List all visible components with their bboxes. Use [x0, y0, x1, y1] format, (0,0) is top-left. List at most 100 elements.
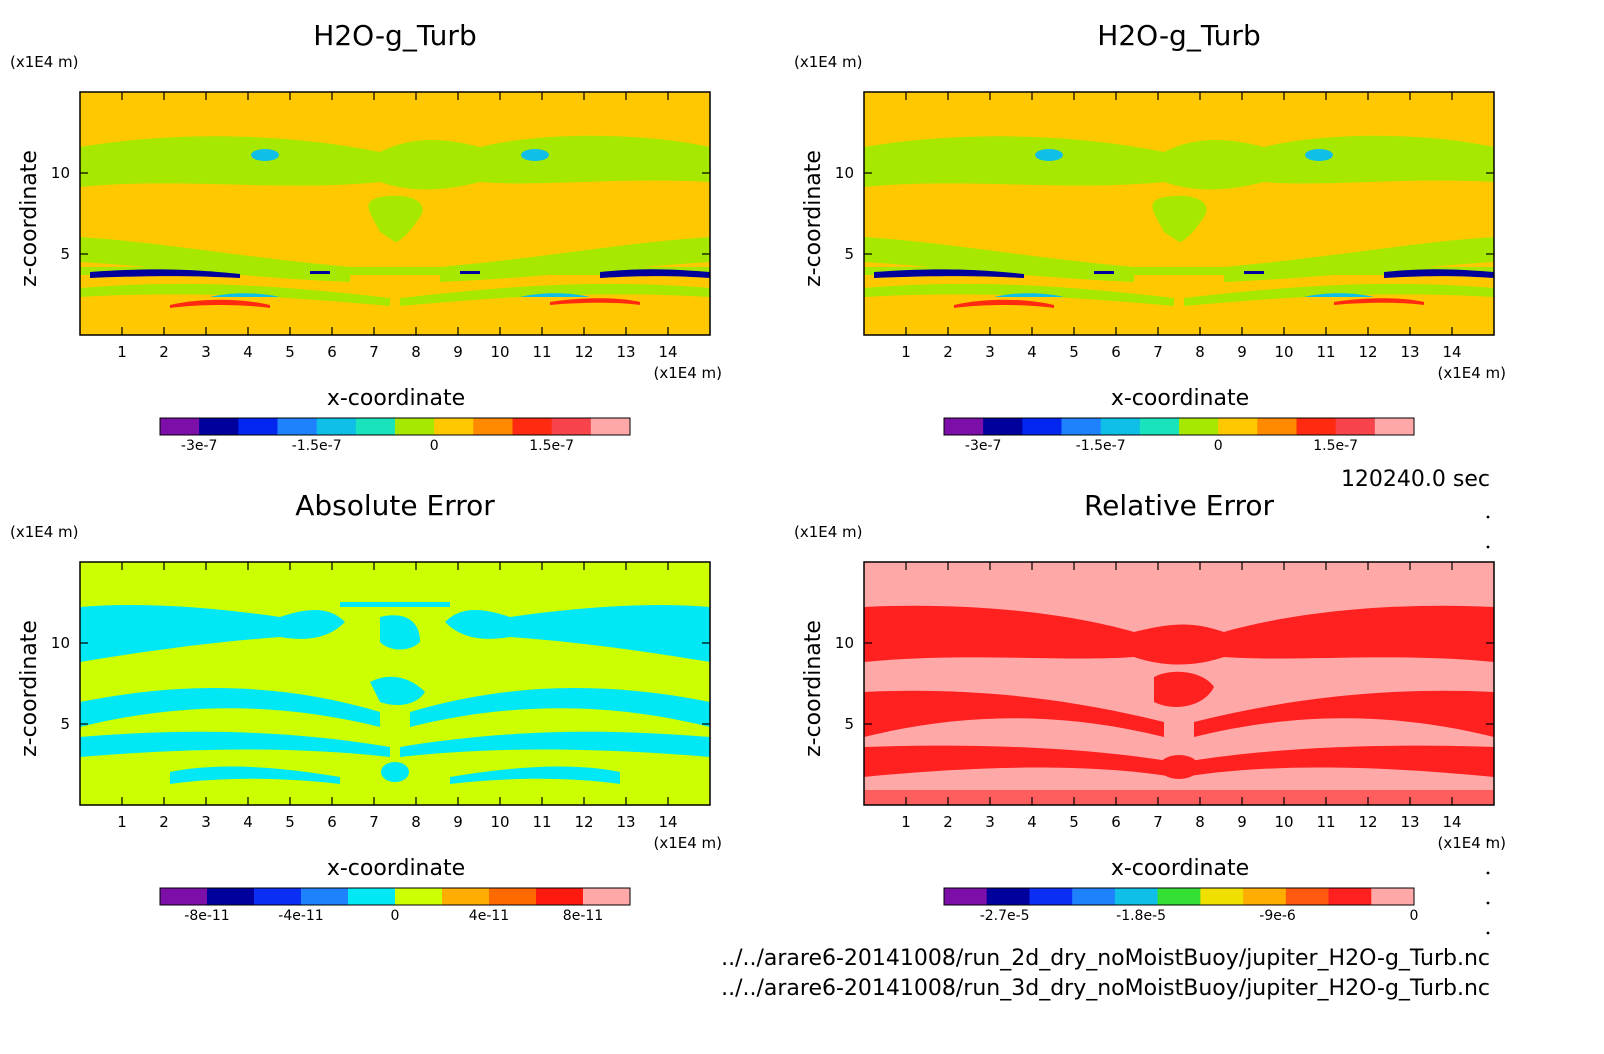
contour-blob	[1154, 671, 1214, 707]
x-tick-label: 7	[369, 343, 379, 361]
colorbar-tick-label: -3e-7	[181, 438, 218, 454]
colorbar-tick-label: 4e-11	[469, 908, 509, 924]
y-tick-label: 10	[51, 164, 70, 182]
file-path-line: ../../arare6-20141008/run_3d_dry_noMoist…	[721, 976, 1490, 1001]
x-tick-label: 11	[1316, 343, 1335, 361]
chart-title: Relative Error	[1084, 489, 1275, 522]
x-tick-label: 13	[1400, 343, 1419, 361]
contour-band	[1334, 298, 1424, 305]
colorbar-segment	[489, 888, 537, 905]
colorbar-segment	[238, 418, 278, 435]
contour-band	[1244, 271, 1264, 274]
x-axis-unit: (x1E4 m)	[1437, 834, 1506, 852]
contour-band	[80, 605, 345, 662]
colorbar-tick-label: 1.5e-7	[1313, 438, 1358, 454]
plot-frame	[863, 561, 1495, 806]
x-tick-label: 7	[1153, 343, 1163, 361]
x-axis-unit: (x1E4 m)	[653, 834, 722, 852]
x-tick-label: 9	[1237, 343, 1247, 361]
colorbar-segment	[395, 418, 435, 435]
y-tick-label: 5	[844, 715, 854, 733]
colorbar-tick-label: -3e-7	[965, 438, 1002, 454]
contour-blob	[370, 676, 425, 705]
contour-blob	[380, 615, 420, 650]
plot-area	[80, 562, 710, 805]
marker-dot	[1486, 515, 1490, 519]
colorbar-tick-label: 0	[1410, 908, 1419, 924]
contour-band	[1194, 690, 1494, 737]
colorbar-segment	[1335, 418, 1376, 435]
y-axis-unit: (x1E4 m)	[794, 523, 863, 541]
plot-frame	[863, 91, 1495, 336]
x-tick-label: 8	[411, 343, 421, 361]
x-tick-label: 10	[490, 343, 509, 361]
x-tick-label: 10	[1274, 343, 1293, 361]
colorbar-segment	[1296, 418, 1337, 435]
contour-blob	[521, 149, 549, 161]
contour-band	[1184, 745, 1494, 777]
x-tick-label: 10	[1274, 813, 1293, 831]
x-tick-label: 2	[943, 343, 953, 361]
colorbar-segment	[1029, 888, 1073, 905]
contour-band	[170, 299, 270, 308]
colorbar-segment	[1061, 418, 1102, 435]
plot-area	[80, 92, 710, 335]
x-tick-label: 6	[327, 343, 337, 361]
colorbar-tick-label: -1.5e-7	[1076, 438, 1126, 454]
x-tick-label: 14	[1442, 813, 1461, 831]
marker-dot	[1486, 838, 1490, 842]
y-tick-label: 5	[60, 245, 70, 263]
y-axis-unit: (x1E4 m)	[10, 53, 79, 71]
x-axis-unit: (x1E4 m)	[1437, 364, 1506, 382]
contour-band	[864, 267, 1494, 275]
colorbar-segment	[199, 418, 239, 435]
colorbar-segment	[316, 418, 357, 435]
colorbar-segment	[1114, 888, 1159, 905]
x-tick-label: 9	[1237, 813, 1247, 831]
marker-dot	[1486, 871, 1490, 875]
x-tick-label: 8	[1195, 343, 1205, 361]
plot-area	[864, 92, 1494, 335]
colorbar-segment	[348, 888, 396, 905]
colorbar-segment	[301, 888, 349, 905]
colorbar-tick-label: 0	[391, 908, 400, 924]
x-tick-label: 2	[159, 813, 169, 831]
contour-blob	[1035, 149, 1063, 161]
chart-title: H2O-g_Turb	[1097, 19, 1260, 52]
y-axis-label: z-coordinate	[17, 620, 42, 757]
contour-band	[90, 269, 240, 278]
contour-band	[450, 766, 620, 784]
contour-band	[170, 766, 340, 784]
contour-band	[874, 269, 1024, 278]
x-tick-label: 7	[1153, 813, 1163, 831]
plot-area	[864, 562, 1494, 805]
contour-band	[864, 745, 1174, 777]
colorbar-segment	[1328, 888, 1372, 905]
contour-band	[340, 602, 450, 607]
plot-frame	[79, 91, 711, 336]
x-tick-label: 4	[243, 343, 253, 361]
colorbar-segment	[944, 888, 988, 905]
colorbar-segment	[512, 418, 553, 435]
x-tick-label: 6	[327, 813, 337, 831]
x-tick-label: 14	[1442, 343, 1461, 361]
colorbar-segment	[1100, 418, 1141, 435]
y-tick-label: 10	[835, 634, 854, 652]
contour-band	[864, 790, 1494, 805]
contour-blob	[368, 195, 423, 242]
colorbar-segment	[1257, 418, 1297, 435]
contour-band	[310, 271, 330, 274]
contour-band	[410, 688, 710, 727]
x-tick-label: 5	[1069, 813, 1079, 831]
x-tick-label: 12	[574, 813, 593, 831]
x-tick-label: 1	[117, 343, 127, 361]
x-tick-label: 14	[658, 343, 677, 361]
chart-title: Absolute Error	[295, 489, 495, 522]
x-tick-label: 3	[985, 813, 995, 831]
colorbar-tick-label: 0	[1214, 438, 1223, 454]
x-tick-label: 6	[1111, 343, 1121, 361]
x-tick-label: 3	[985, 343, 995, 361]
x-tick-label: 12	[574, 343, 593, 361]
x-tick-label: 4	[1027, 813, 1037, 831]
